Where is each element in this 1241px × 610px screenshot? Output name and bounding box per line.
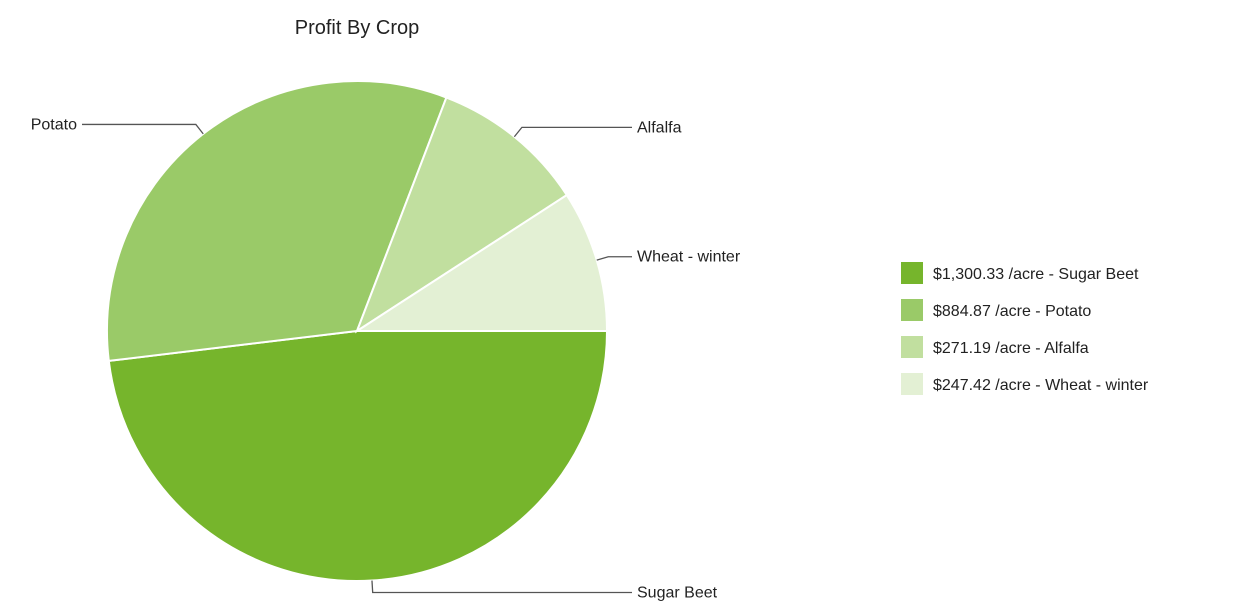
callout-line-sugar-beet	[371, 580, 632, 594]
callout-line-alfalfa	[513, 126, 632, 138]
legend-swatch-potato	[901, 299, 923, 321]
legend-swatch-alfalfa	[901, 336, 923, 358]
legend-item[interactable]: $247.42 /acre - Wheat - winter	[901, 373, 1149, 395]
slice-label-potato: Potato	[31, 116, 77, 133]
legend-label: $247.42 /acre - Wheat - winter	[933, 377, 1149, 394]
legend-item[interactable]: $271.19 /acre - Alfalfa	[901, 336, 1089, 358]
chart-title: Profit By Crop	[295, 17, 419, 39]
slices-layer	[106, 80, 609, 582]
legend-swatch-sugar-beet	[901, 262, 923, 284]
legend-label: $884.87 /acre - Potato	[933, 303, 1091, 320]
pie-slice-sugar-beet[interactable]	[107, 330, 609, 582]
callout-line-potato	[82, 123, 204, 135]
legend-label: $1,300.33 /acre - Sugar Beet	[933, 266, 1139, 283]
callouts-layer: Sugar Beet Potato Alfalfa Wheat - winter	[31, 116, 741, 601]
legend: $1,300.33 /acre - Sugar Beet $884.87 /acr…	[901, 262, 1149, 395]
callout-line-wheat-winter	[596, 256, 632, 261]
legend-item[interactable]: $884.87 /acre - Potato	[901, 299, 1091, 321]
pie-slice-wheat-winter[interactable]	[353, 193, 609, 332]
legend-item[interactable]: $1,300.33 /acre - Sugar Beet	[901, 262, 1139, 284]
slice-label-sugar-beet: Sugar Beet	[637, 585, 718, 602]
slice-label-alfalfa: Alfalfa	[637, 119, 682, 136]
slice-label-wheat-winter: Wheat - winter	[637, 249, 741, 266]
legend-swatch-wheat-winter	[901, 373, 923, 395]
legend-label: $271.19 /acre - Alfalfa	[933, 340, 1089, 357]
